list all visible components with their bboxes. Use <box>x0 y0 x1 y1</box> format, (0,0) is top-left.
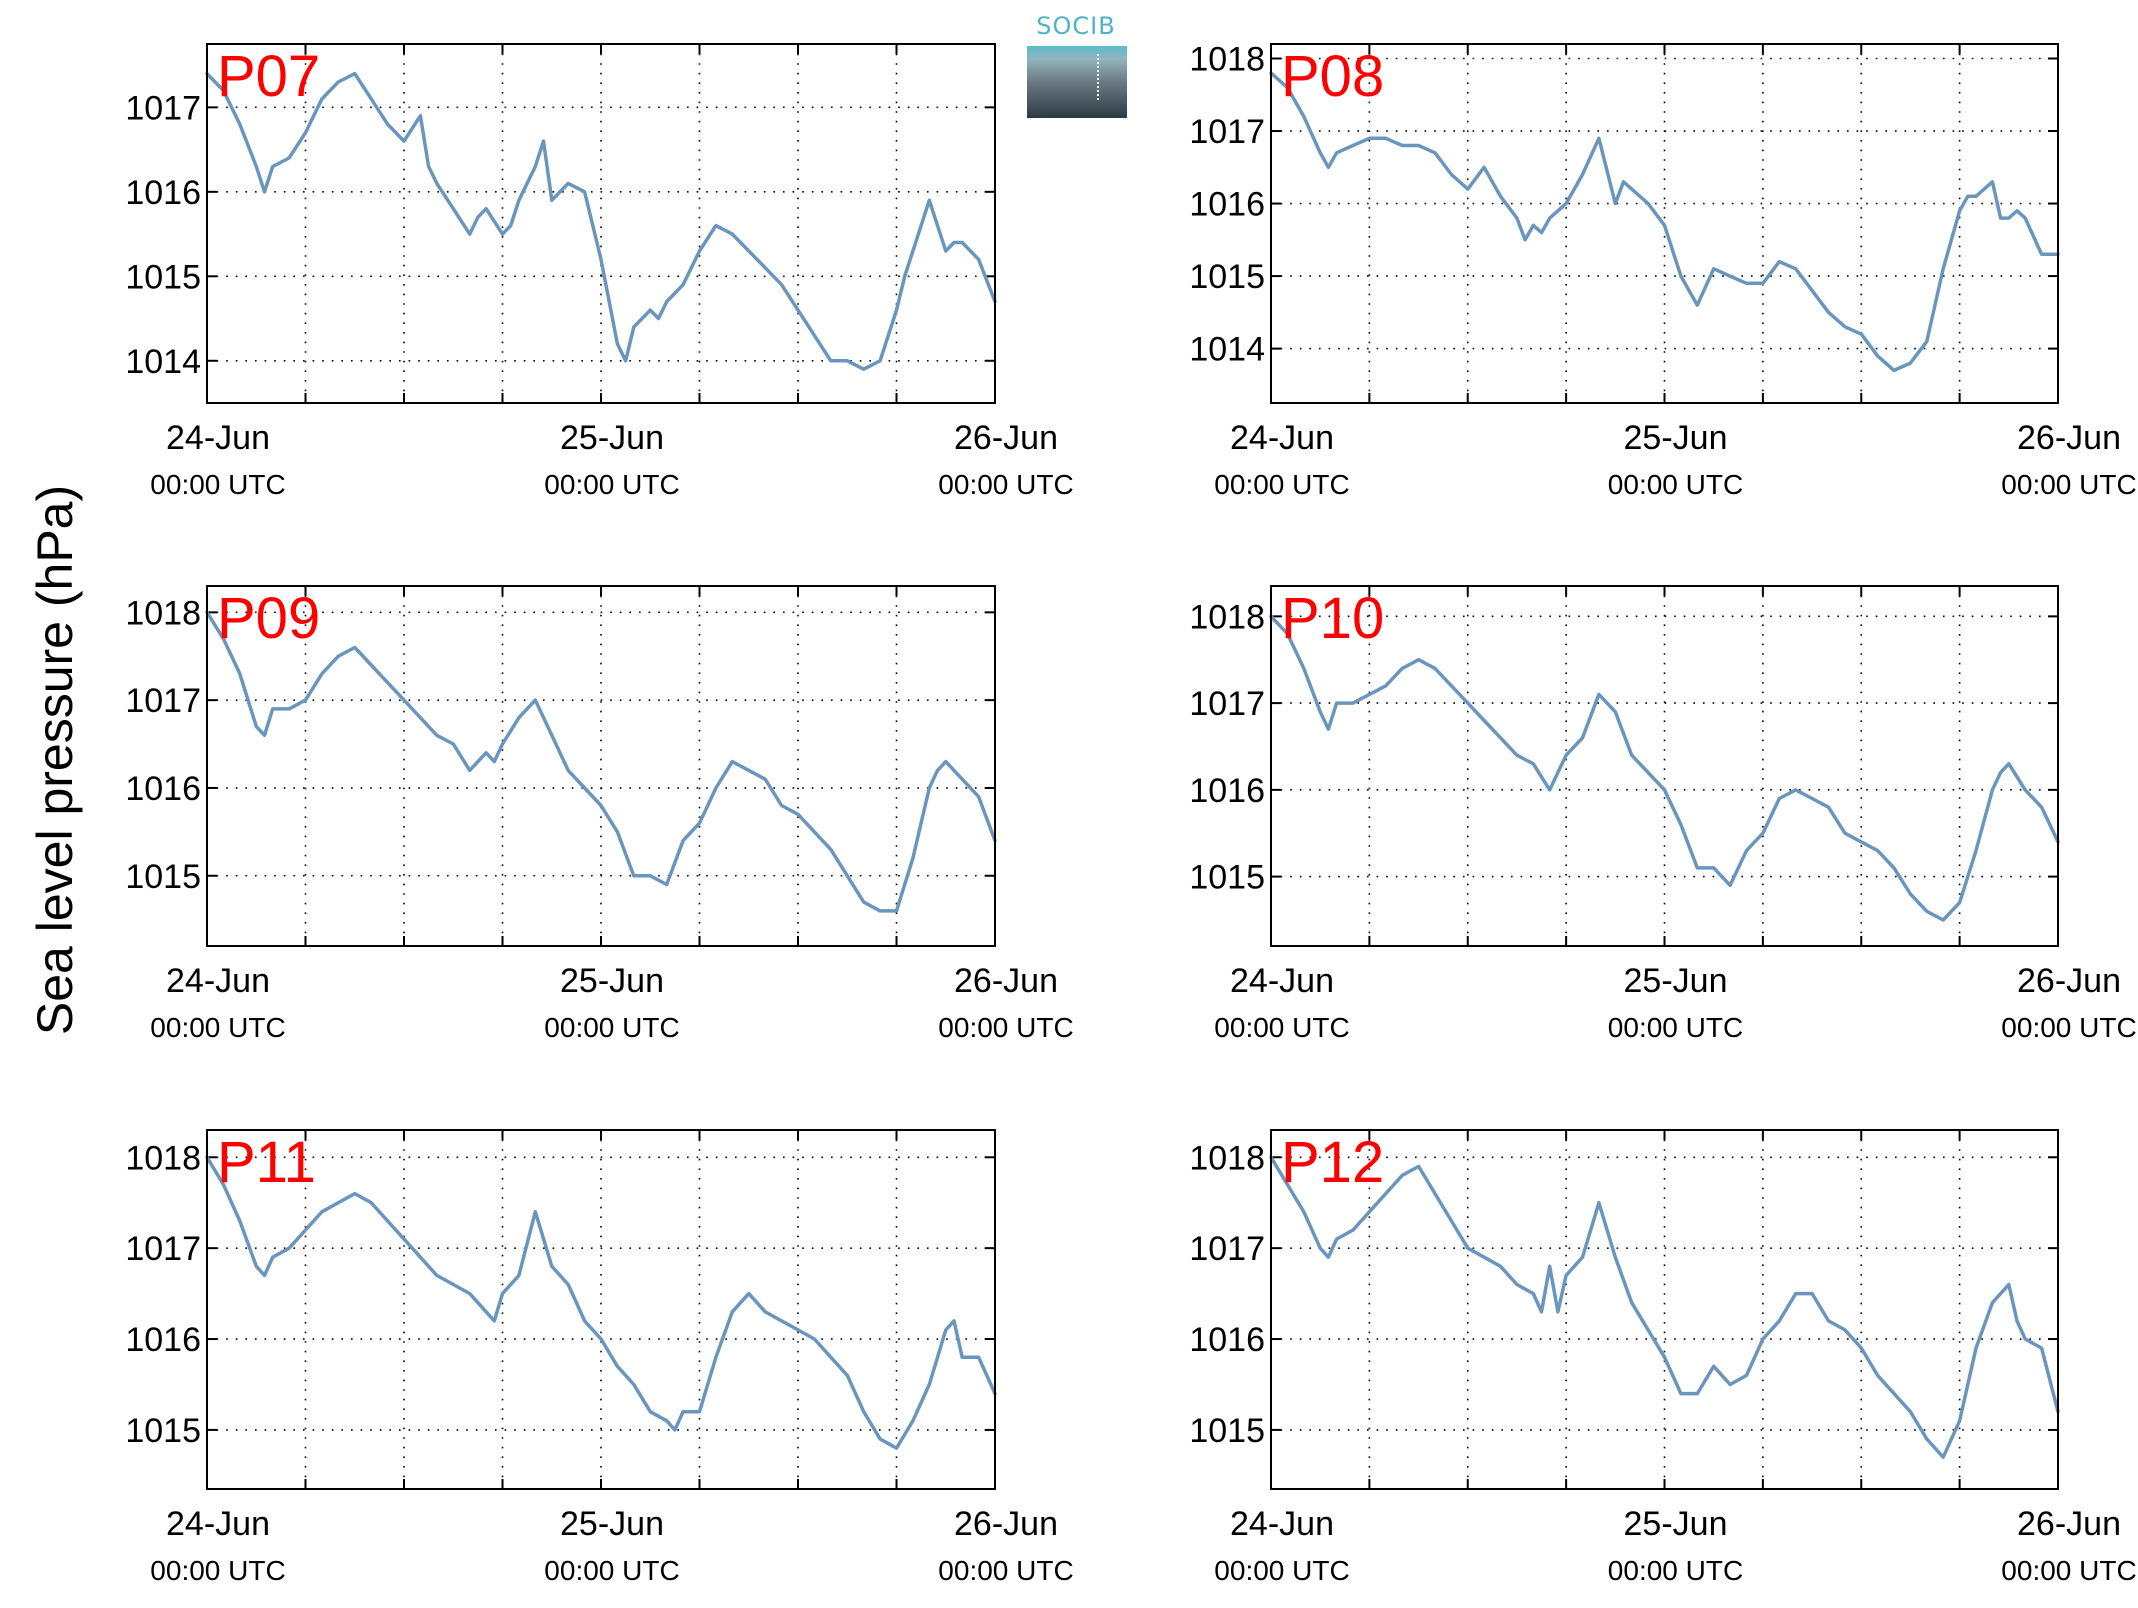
y-tick-label: 1016 <box>1189 1321 1265 1359</box>
y-tick-label: 1015 <box>125 258 201 296</box>
x-tick-date-label: 25-Jun <box>560 419 664 457</box>
x-tick-time-label: 00:00 UTC <box>2001 469 2136 500</box>
x-tick-time-label: 00:00 UTC <box>2001 1012 2136 1043</box>
x-tick-date-label: 25-Jun <box>1624 419 1728 457</box>
y-tick-label: 1016 <box>125 174 201 212</box>
station-label: P07 <box>217 44 320 109</box>
y-tick-label: 1017 <box>1189 685 1265 723</box>
x-tick-time-label: 00:00 UTC <box>544 1012 679 1043</box>
y-tick-label: 1017 <box>1189 113 1265 151</box>
y-tick-label: 1017 <box>125 682 201 720</box>
series-line <box>205 71 997 371</box>
x-tick-time-label: 00:00 UTC <box>1214 469 1349 500</box>
x-tick-time-label: 00:00 UTC <box>544 469 679 500</box>
y-tick-label: 1017 <box>125 1230 201 1268</box>
x-tick-date-label: 26-Jun <box>954 1505 1058 1543</box>
panel-p12: 1015 1016 1017 1018 P12 24-Jun 00:00 UTC 25-Jun… <box>1189 1129 2137 1586</box>
x-tick-date-label: 24-Jun <box>166 1505 270 1543</box>
axes-frame <box>1270 43 2059 404</box>
series-line <box>1269 614 2060 922</box>
x-tick-date-label: 25-Jun <box>1624 1505 1728 1543</box>
series-line <box>205 610 997 913</box>
station-label: P10 <box>1281 586 1384 651</box>
panel-p10: 1015 1016 1017 1018 P10 24-Jun 00:00 UTC 25-Jun… <box>1189 585 2137 1043</box>
x-tick-time-label: 00:00 UTC <box>544 1555 679 1586</box>
x-tick-date-label: 26-Jun <box>2017 419 2121 457</box>
y-tick-label: 1016 <box>1189 772 1265 810</box>
x-tick-time-label: 00:00 UTC <box>1214 1555 1349 1586</box>
y-tick-label: 1014 <box>1189 331 1265 369</box>
y-tick-label: 1016 <box>125 1321 201 1359</box>
x-tick-date-label: 24-Jun <box>166 419 270 457</box>
x-tick-time-label: 00:00 UTC <box>938 1012 1073 1043</box>
y-tick-label: 1015 <box>1189 1412 1265 1450</box>
x-tick-time-label: 00:00 UTC <box>1608 1555 1743 1586</box>
station-label: P11 <box>217 1130 316 1195</box>
x-tick-date-label: 26-Jun <box>2017 962 2121 1000</box>
x-tick-time-label: 00:00 UTC <box>1214 1012 1349 1043</box>
y-tick-label: 1016 <box>1189 186 1265 224</box>
y-tick-label: 1014 <box>125 343 201 381</box>
x-tick-date-label: 26-Jun <box>2017 1505 2121 1543</box>
x-tick-time-label: 00:00 UTC <box>150 1012 285 1043</box>
station-label: P08 <box>1281 44 1384 109</box>
series-line <box>1269 71 2060 373</box>
x-tick-time-label: 00:00 UTC <box>150 469 285 500</box>
y-tick-label: 1015 <box>125 1412 201 1450</box>
axes-frame <box>206 43 996 404</box>
y-tick-label: 1018 <box>1189 598 1265 636</box>
panel-p09: 1015 1016 1017 1018 P09 24-Jun 00:00 UTC 25-Jun… <box>125 585 1074 1043</box>
x-tick-date-label: 24-Jun <box>166 962 270 1000</box>
x-tick-time-label: 00:00 UTC <box>1608 1012 1743 1043</box>
axes-frame <box>1270 585 2059 947</box>
socib-logo: SOCIB <box>1022 12 1130 122</box>
series-line <box>205 1155 997 1450</box>
x-tick-time-label: 00:00 UTC <box>150 1555 285 1586</box>
y-tick-label: 1015 <box>1189 258 1265 296</box>
x-tick-date-label: 26-Jun <box>954 419 1058 457</box>
axes-frame <box>206 1129 996 1490</box>
logo-box <box>1027 46 1127 118</box>
x-tick-date-label: 24-Jun <box>1230 962 1334 1000</box>
x-tick-date-label: 25-Jun <box>560 1505 664 1543</box>
y-tick-label: 1017 <box>1189 1230 1265 1268</box>
logo-text: SOCIB <box>1036 12 1116 40</box>
y-tick-label: 1018 <box>1189 41 1265 79</box>
x-tick-time-label: 00:00 UTC <box>938 1555 1073 1586</box>
station-label: P09 <box>217 586 320 651</box>
y-tick-label: 1017 <box>125 89 201 127</box>
station-label: P12 <box>1281 1130 1384 1195</box>
x-tick-date-label: 26-Jun <box>954 962 1058 1000</box>
y-axis-label: Sea level pressure (hPa) <box>27 485 83 1035</box>
y-tick-label: 1018 <box>1189 1139 1265 1177</box>
y-tick-label: 1018 <box>125 1139 201 1177</box>
x-tick-time-label: 00:00 UTC <box>1608 469 1743 500</box>
x-tick-date-label: 25-Jun <box>560 962 664 1000</box>
x-tick-date-label: 24-Jun <box>1230 419 1334 457</box>
y-tick-label: 1015 <box>125 858 201 896</box>
axes-frame <box>1270 1129 2059 1490</box>
panel-p08: 1014 1015 1016 1017 1018 P08 24-Jun 00:00 UTC 25… <box>1189 41 2136 500</box>
x-tick-date-label: 24-Jun <box>1230 1505 1334 1543</box>
x-tick-time-label: 00:00 UTC <box>938 469 1073 500</box>
y-tick-label: 1016 <box>125 770 201 808</box>
panel-p11: 1015 1016 1017 1018 P11 24-Jun 00:00 UTC 25-Jun… <box>125 1129 1074 1586</box>
x-tick-date-label: 25-Jun <box>1624 962 1728 1000</box>
y-tick-label: 1018 <box>125 594 201 632</box>
x-tick-time-label: 00:00 UTC <box>2001 1555 2136 1586</box>
axes-frame <box>206 585 996 947</box>
panel-p07: 1014 1015 1016 1017 P07 24-Jun 00:00 UTC 25-Jun… <box>125 43 1074 500</box>
series-line <box>1269 1155 2060 1459</box>
y-tick-label: 1015 <box>1189 859 1265 897</box>
